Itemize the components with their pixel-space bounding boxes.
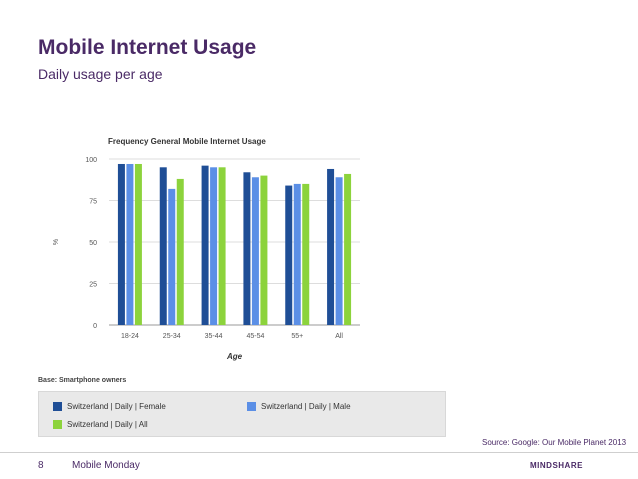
bar-25-34-female: [159, 167, 167, 325]
x-tick-label: 55+: [291, 333, 303, 340]
y-tick-label: 0: [93, 323, 97, 330]
bar-45-54-all: [260, 175, 268, 325]
bar-18-24-all: [134, 163, 142, 325]
legend-swatch-male: [247, 402, 256, 411]
legend-item-all: Switzerland | Daily | All: [53, 420, 148, 429]
x-tick-label: All: [335, 333, 343, 340]
y-tick-label: 50: [89, 240, 97, 247]
page-number: 8: [38, 460, 44, 471]
footer-text: Mobile Monday: [72, 460, 140, 471]
bar-45-54-female: [243, 172, 251, 325]
bar-All-all: [344, 173, 352, 325]
legend-swatch-female: [53, 402, 62, 411]
legend-label-female: Switzerland | Daily | Female: [67, 402, 166, 411]
x-tick-label: 35-44: [205, 333, 223, 340]
bar-45-54-male: [251, 177, 259, 325]
bar-55+-all: [302, 183, 310, 325]
x-tick-label: 45-54: [246, 333, 264, 340]
bar-18-24-male: [126, 163, 134, 325]
bar-35-44-male: [210, 167, 218, 325]
x-tick-label: 25-34: [163, 333, 181, 340]
legend-label-all: Switzerland | Daily | All: [67, 420, 148, 429]
bar-25-34-all: [176, 178, 184, 325]
bar-25-34-male: [168, 188, 176, 325]
slide-subtitle: Daily usage per age: [38, 66, 163, 82]
bar-35-44-female: [201, 165, 209, 325]
bar-All-female: [327, 168, 335, 325]
bar-55+-female: [285, 185, 293, 325]
y-tick-label: 100: [85, 157, 97, 164]
y-axis-label: %: [53, 239, 60, 245]
footer-divider: [0, 452, 638, 453]
bar-18-24-female: [117, 163, 125, 325]
bar-All-male: [335, 177, 343, 325]
base-note: Base: Smartphone owners: [38, 377, 127, 384]
y-tick-label: 25: [89, 282, 97, 289]
legend-item-male: Switzerland | Daily | Male: [247, 402, 351, 411]
chart-title: Frequency General Mobile Internet Usage: [108, 137, 266, 146]
legend-label-male: Switzerland | Daily | Male: [261, 402, 351, 411]
brand-logo: MINDSHARE: [530, 461, 583, 470]
bar-35-44-all: [218, 167, 226, 325]
chart-legend: Switzerland | Daily | Female Switzerland…: [38, 391, 446, 437]
x-axis-label: Age: [226, 352, 243, 361]
source-note: Source: Google: Our Mobile Planet 2013: [482, 438, 627, 447]
slide-title: Mobile Internet Usage: [38, 36, 257, 59]
bar-55+-male: [293, 183, 301, 325]
legend-swatch-all: [53, 420, 62, 429]
x-tick-label: 18-24: [121, 333, 139, 340]
legend-item-female: Switzerland | Daily | Female: [53, 402, 166, 411]
y-tick-label: 75: [89, 199, 97, 206]
